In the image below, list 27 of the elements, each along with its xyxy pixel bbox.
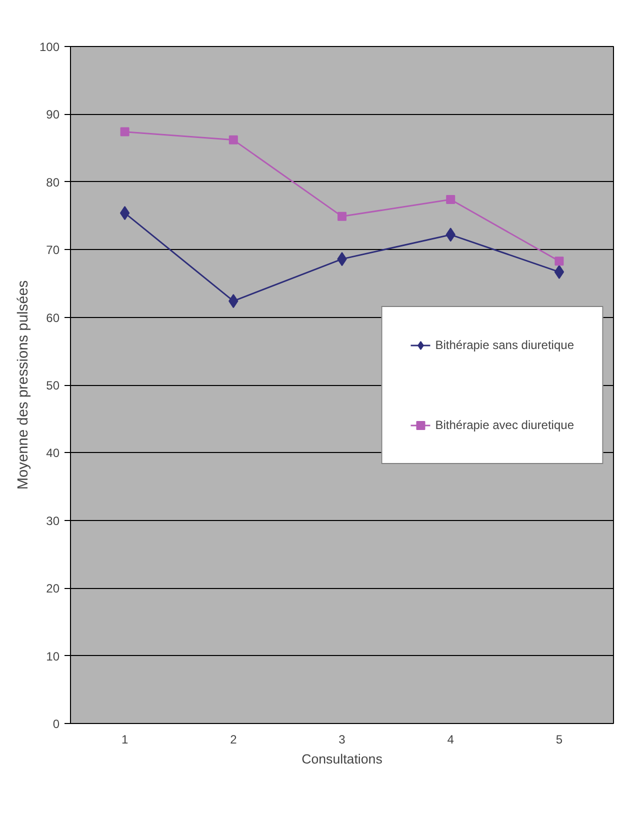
legend-label: Bithérapie avec diuretique <box>435 418 574 432</box>
legend-label: Bithérapie sans diuretique <box>435 338 574 352</box>
x-axis-title: Consultations <box>302 752 383 766</box>
y-tick-label: 80 <box>46 175 60 190</box>
x-tick-label: 3 <box>338 732 346 746</box>
point <box>228 135 238 144</box>
x-tick-label: 5 <box>556 732 563 746</box>
y-axis-title: Moyenne des pressions pulsées <box>15 280 32 490</box>
y-tick-label: 60 <box>46 310 60 325</box>
y-tick-label: 100 <box>39 40 60 54</box>
x-tick-label: 4 <box>447 732 454 746</box>
y-tick-label: 30 <box>46 514 60 528</box>
y-tick-label: 10 <box>46 649 60 664</box>
y-tick-label: 90 <box>46 108 60 122</box>
point <box>120 127 130 136</box>
x-tick-label: 2 <box>230 732 238 746</box>
y-tick-label: 70 <box>46 243 60 258</box>
y-tick-label: 0 <box>52 717 60 731</box>
y-tick-label: 50 <box>46 378 60 392</box>
point <box>554 256 564 266</box>
y-tick-label: 40 <box>46 446 60 460</box>
point <box>338 212 346 221</box>
point <box>446 195 456 204</box>
point <box>554 264 564 279</box>
point <box>120 206 130 220</box>
y-tick-label: 20 <box>46 582 60 596</box>
x-tick-label: 1 <box>121 732 128 746</box>
